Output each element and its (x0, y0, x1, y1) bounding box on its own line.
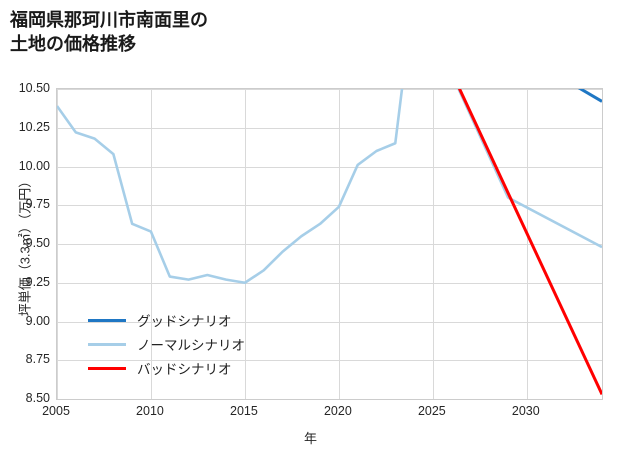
legend-swatch-bad (88, 366, 126, 370)
y-tick-label: 10.50 (18, 81, 50, 95)
y-tick-label: 10.25 (18, 119, 50, 134)
x-tick-label: 2015 (230, 404, 258, 418)
legend-label-normal: ノーマルシナリオ (137, 338, 245, 353)
x-tick-label: 2010 (136, 404, 164, 418)
legend-label-good: グッドシナリオ (137, 314, 232, 329)
plot-svg (57, 89, 602, 399)
y-tick-label: 9.25 (25, 274, 50, 289)
x-axis-title: 年 (303, 431, 317, 446)
legend-swatch-normal (88, 342, 126, 346)
legend-swatch-good (88, 318, 126, 322)
legend-item-good: グッドシナリオ (88, 308, 318, 332)
series-line (457, 89, 602, 395)
y-tick-label: 8.75 (25, 352, 50, 367)
y-tick-label: 9.00 (25, 313, 50, 328)
y-axis-title: 坪単価（3.3㎡）（万円） (17, 174, 33, 317)
legend-label-bad: バッドシナリオ (137, 362, 232, 377)
y-tick-label: 9.50 (25, 236, 50, 250)
series-line (57, 89, 602, 285)
x-tick-label: 2025 (417, 404, 446, 418)
legend-item-normal: ノーマルシナリオ (88, 332, 318, 356)
legend: グッドシナリオ ノーマルシナリオ バッドシナリオ (88, 308, 318, 380)
y-tick-label: 10.00 (18, 158, 50, 173)
x-tick-label: 2005 (42, 404, 70, 418)
x-tick-label: 2030 (511, 404, 540, 418)
plot-area (56, 88, 603, 400)
x-tick-label: 2020 (323, 404, 352, 418)
y-tick-label: 9.75 (25, 197, 50, 212)
y-tick-label: 8.50 (25, 391, 50, 405)
chart-title: 福岡県那珂川市南面里の 土地の価格推移 (10, 10, 208, 55)
legend-item-bad: バッドシナリオ (88, 356, 318, 380)
